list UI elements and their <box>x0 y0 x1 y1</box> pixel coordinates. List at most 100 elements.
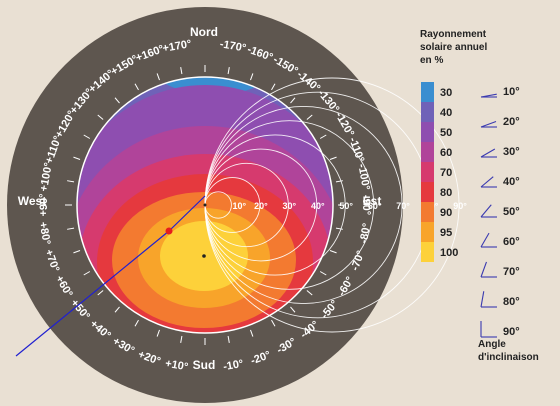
azimuth-tick <box>306 114 313 120</box>
inclination-symbol <box>480 204 497 218</box>
optimum-point-marker <box>202 254 206 258</box>
inclination-label: 20° <box>503 116 520 128</box>
legend: Rayonnement solaire annuel en % 30 40 50 60… <box>420 29 487 262</box>
tilt-label: 60° <box>368 201 382 211</box>
example-point-marker <box>165 227 173 235</box>
azimuth-tick <box>306 290 313 296</box>
legend-value: 70 <box>440 167 452 179</box>
disc-border <box>76 76 334 334</box>
inclination-label: 10° <box>503 86 520 98</box>
tilt-label: 40° <box>311 201 325 211</box>
azimuth-label: +100° <box>38 162 55 193</box>
legend-swatch <box>421 162 434 182</box>
azimuth-tick <box>290 97 296 104</box>
azimuth-label: -10° <box>222 358 244 373</box>
azimuth-tick <box>83 134 91 139</box>
legend-title-line-3: en % <box>420 55 443 66</box>
azimuth-tick <box>156 329 160 337</box>
azimuth-tick <box>329 156 337 160</box>
azimuth-tick <box>290 306 296 313</box>
azimuth-tick <box>114 306 120 313</box>
azimuth-tick <box>335 227 343 230</box>
legend-title-line-2: solaire annuel <box>420 42 487 53</box>
azimuth-tick <box>83 271 91 276</box>
legend-value: 50 <box>440 127 452 139</box>
legend-value: 80 <box>440 187 452 199</box>
azimuth-tick <box>250 73 254 81</box>
azimuth-label: -100° <box>355 163 371 191</box>
azimuth-label: +170° <box>162 38 193 55</box>
azimuth-tick <box>97 114 104 120</box>
tilt-label: 20° <box>254 201 268 211</box>
inclination-title-line-1: Angle <box>478 339 506 350</box>
inclination-symbol <box>480 291 497 308</box>
inclination-symbol <box>480 93 497 98</box>
tilt-label: 10° <box>232 201 246 211</box>
azimuth-tick <box>73 250 81 254</box>
azimuth-tick <box>319 271 327 276</box>
azimuth-label: -90° <box>360 195 372 215</box>
legend-value: 100 <box>440 247 458 259</box>
azimuth-label: +80° <box>37 221 53 246</box>
inclination-label: 80° <box>503 296 520 308</box>
azimuth-tick <box>67 180 75 183</box>
azimuth-ticks <box>65 65 345 345</box>
azimuth-tick <box>319 134 327 139</box>
azimuth-tick <box>67 227 75 230</box>
azimuth-tick <box>329 250 337 254</box>
inclination-label: 50° <box>503 206 520 218</box>
compass-north: Nord <box>190 25 218 39</box>
legend-swatch <box>421 102 434 122</box>
legend-value: 30 <box>440 87 452 99</box>
azimuth-tick <box>114 97 120 104</box>
inclination-symbol <box>480 261 497 278</box>
azimuth-tick <box>156 73 160 81</box>
legend-swatch <box>421 242 434 262</box>
compass-south: Sud <box>193 358 216 372</box>
tilt-label: 50° <box>339 201 353 211</box>
azimuth-tick <box>271 83 276 91</box>
azimuth-label: -80° <box>358 222 373 244</box>
inclination-label: 70° <box>503 266 520 278</box>
azimuth-tick <box>134 319 139 327</box>
azimuth-label: +90° <box>38 193 50 216</box>
example-line-outer <box>15 230 170 357</box>
azimuth-tick <box>134 83 139 91</box>
inclination-symbol <box>480 321 497 338</box>
azimuth-tick <box>97 290 104 296</box>
azimuth-tick <box>335 180 343 183</box>
azimuth-tick <box>271 319 276 327</box>
inclination-symbol <box>480 176 497 188</box>
legend-value: 90 <box>440 207 452 219</box>
compass-east: Est <box>363 194 382 208</box>
inclination-symbol <box>480 232 497 248</box>
azimuth-tick <box>73 156 81 160</box>
legend-swatch <box>421 122 434 142</box>
azimuth-tick <box>227 335 230 343</box>
legend-swatch <box>421 142 434 162</box>
compass-west: West <box>18 194 46 208</box>
azimuth-tick <box>180 335 183 343</box>
legend-value: 95 <box>440 227 452 239</box>
inclination-label: 60° <box>503 236 520 248</box>
inclination-legend: 10° 20° 30° 40° 50° 60° 70° 80° 90° Angle d'incl… <box>478 86 539 363</box>
tilt-label: 70° <box>396 201 410 211</box>
tilt-label: 90° <box>453 201 467 211</box>
center-point <box>203 203 207 207</box>
azimuth-tick <box>250 329 254 337</box>
example-line-inner <box>168 195 206 232</box>
legend-value: 60 <box>440 147 452 159</box>
inclination-label: 30° <box>503 146 520 158</box>
inclination-symbol <box>480 121 497 128</box>
azimuth-label: +10° <box>164 358 189 374</box>
tilt-label: 30° <box>283 201 297 211</box>
inclination-label: 40° <box>503 176 520 188</box>
legend-swatch <box>421 182 434 202</box>
legend-value: 40 <box>440 107 452 119</box>
legend-swatch <box>421 202 434 222</box>
legend-title-line-1: Rayonnement <box>420 29 487 40</box>
azimuth-tick <box>180 67 183 75</box>
inclination-title-line-2: d'inclinaison <box>478 352 539 363</box>
legend-swatch <box>421 82 434 102</box>
